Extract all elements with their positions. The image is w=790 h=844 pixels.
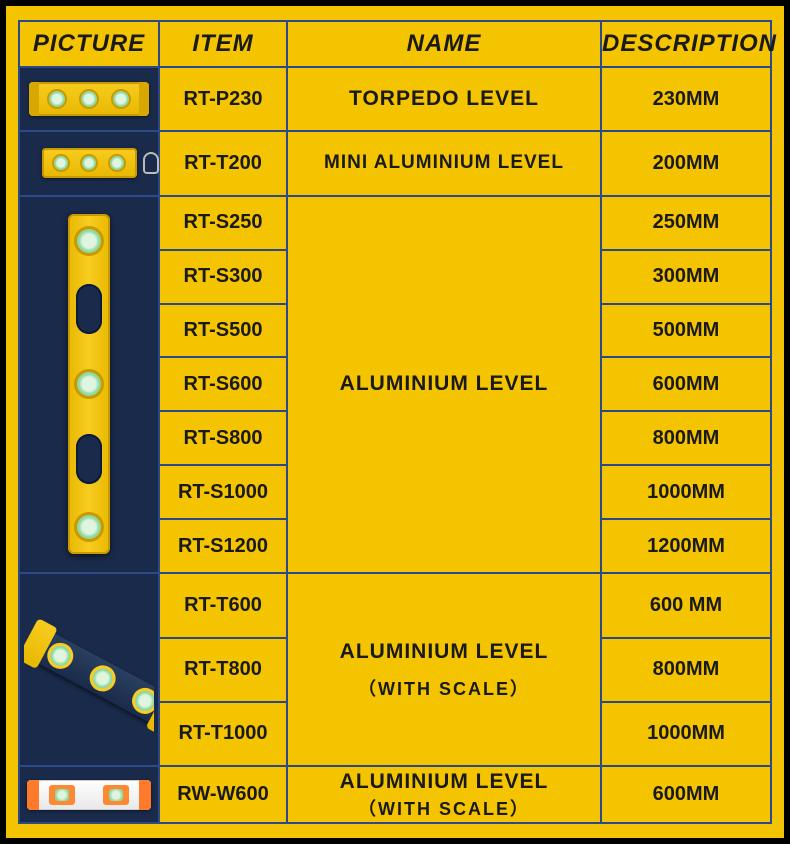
item-code: RT-S1000 (159, 465, 287, 519)
product-desc: 600MM (601, 766, 771, 823)
picture-cell-scale (19, 573, 159, 766)
aluminium-level-icon (24, 201, 154, 569)
picture-cell-torpedo (19, 67, 159, 131)
product-name-main: ALUMINIUM LEVEL (340, 770, 549, 793)
item-code: RT-S1200 (159, 519, 287, 573)
product-table: PICTURE ITEM NAME DESCRIPTION RT-P230 TO… (18, 20, 772, 824)
product-name-sub: （WITH SCALE） (288, 798, 600, 821)
scale-level-icon (24, 578, 154, 761)
header-row: PICTURE ITEM NAME DESCRIPTION (19, 21, 771, 67)
product-desc: 800MM (601, 638, 771, 702)
table-row: RT-T200 MINI ALUMINIUM LEVEL 200MM (19, 131, 771, 195)
header-item: ITEM (159, 21, 287, 67)
mini-level-icon (24, 136, 154, 190)
product-desc: 1200MM (601, 519, 771, 573)
product-desc: 300MM (601, 250, 771, 304)
item-code: RT-S600 (159, 357, 287, 411)
picture-cell-mini (19, 131, 159, 195)
product-desc: 500MM (601, 304, 771, 358)
table-row: RT-P230 TORPEDO LEVEL 230MM (19, 67, 771, 131)
product-table-frame: PICTURE ITEM NAME DESCRIPTION RT-P230 TO… (6, 6, 784, 838)
product-name: ALUMINIUM LEVEL （WITH SCALE） (287, 573, 601, 766)
item-code: RT-T800 (159, 638, 287, 702)
product-desc: 200MM (601, 131, 771, 195)
table-row: RT-S250 ALUMINIUM LEVEL 250MM (19, 196, 771, 250)
header-name: NAME (287, 21, 601, 67)
product-name: ALUMINIUM LEVEL （WITH SCALE） (287, 766, 601, 823)
item-code: RT-S800 (159, 411, 287, 465)
item-code: RT-S250 (159, 196, 287, 250)
item-code: RT-T1000 (159, 702, 287, 766)
product-name: TORPEDO LEVEL (287, 67, 601, 131)
product-desc: 1000MM (601, 702, 771, 766)
product-name-main: ALUMINIUM LEVEL (340, 640, 549, 663)
table-row: RT-T600 ALUMINIUM LEVEL （WITH SCALE） 600… (19, 573, 771, 637)
product-name-sub: （WITH SCALE） (288, 675, 600, 704)
product-desc: 250MM (601, 196, 771, 250)
item-code: RT-T200 (159, 131, 287, 195)
white-level-icon (24, 771, 154, 818)
product-desc: 1000MM (601, 465, 771, 519)
item-code: RT-T600 (159, 573, 287, 637)
product-desc: 800MM (601, 411, 771, 465)
torpedo-level-icon (24, 72, 154, 126)
item-code: RT-P230 (159, 67, 287, 131)
header-picture: PICTURE (19, 21, 159, 67)
item-code: RW-W600 (159, 766, 287, 823)
product-desc: 600 MM (601, 573, 771, 637)
product-name: ALUMINIUM LEVEL (287, 196, 601, 574)
header-description: DESCRIPTION (601, 21, 771, 67)
picture-cell-aluminium (19, 196, 159, 574)
item-code: RT-S500 (159, 304, 287, 358)
product-name: MINI ALUMINIUM LEVEL (287, 131, 601, 195)
product-desc: 230MM (601, 67, 771, 131)
picture-cell-white (19, 766, 159, 823)
table-row: RW-W600 ALUMINIUM LEVEL （WITH SCALE） 600… (19, 766, 771, 823)
item-code: RT-S300 (159, 250, 287, 304)
product-desc: 600MM (601, 357, 771, 411)
